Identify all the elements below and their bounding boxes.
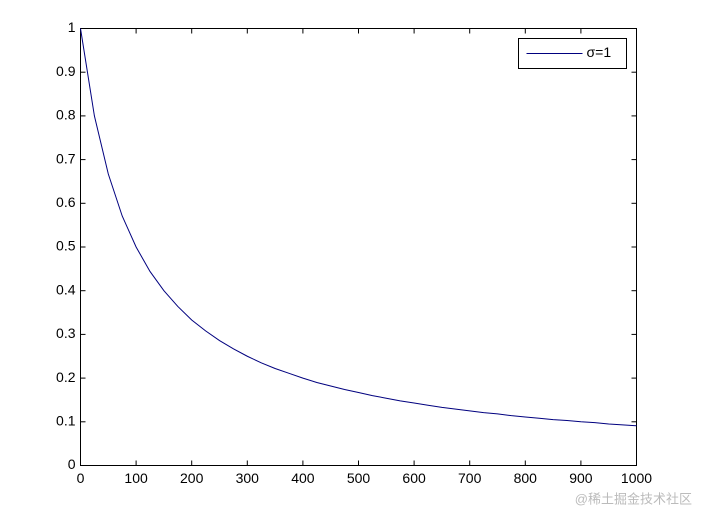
x-tick-label: 400 bbox=[291, 470, 315, 486]
watermark: @稀土掘金技术社区 bbox=[575, 491, 692, 506]
y-tick-label: 0.2 bbox=[56, 369, 76, 385]
y-tick-label: 0.8 bbox=[56, 107, 76, 123]
x-tick-label: 1000 bbox=[621, 470, 652, 486]
y-tick-label: 0.1 bbox=[56, 413, 76, 429]
x-tick-label: 700 bbox=[458, 470, 482, 486]
legend-label: σ=1 bbox=[587, 44, 612, 60]
x-tick-label: 0 bbox=[77, 470, 85, 486]
y-tick-label: 0.3 bbox=[56, 325, 76, 341]
y-tick-label: 1 bbox=[68, 19, 76, 35]
y-tick-label: 0.9 bbox=[56, 63, 76, 79]
y-tick-label: 0.5 bbox=[56, 238, 76, 254]
line-series bbox=[80, 28, 637, 427]
x-tick-label: 500 bbox=[347, 470, 371, 486]
x-tick-label: 300 bbox=[236, 470, 260, 486]
x-tick-label: 600 bbox=[402, 470, 426, 486]
x-tick-label: 900 bbox=[569, 470, 593, 486]
y-tick-label: 0.6 bbox=[56, 194, 76, 210]
y-tick-label: 0.7 bbox=[56, 150, 76, 166]
x-tick-label: 100 bbox=[124, 470, 148, 486]
x-tick-label: 800 bbox=[514, 470, 538, 486]
y-tick-label: 0.4 bbox=[56, 281, 76, 297]
x-tick-label: 200 bbox=[180, 470, 204, 486]
y-tick-label: 0 bbox=[68, 456, 76, 472]
